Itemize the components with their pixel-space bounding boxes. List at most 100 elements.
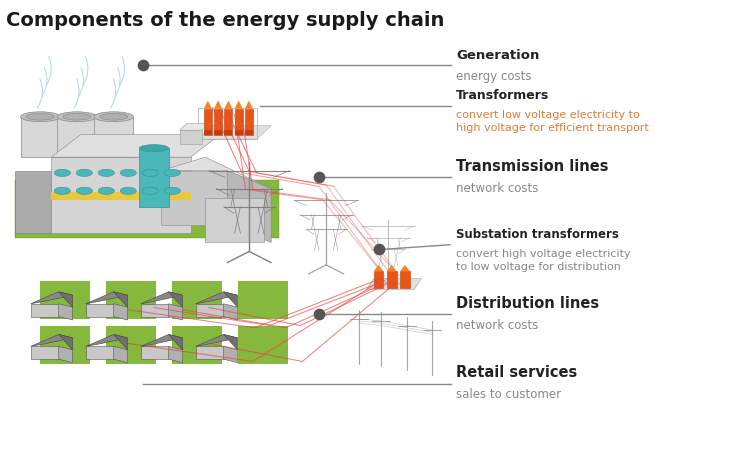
- Polygon shape: [86, 292, 128, 304]
- Bar: [94, 117, 133, 157]
- Polygon shape: [204, 101, 212, 109]
- Bar: [40, 281, 90, 319]
- Polygon shape: [227, 171, 271, 242]
- Polygon shape: [224, 292, 237, 307]
- Text: Substation transformers: Substation transformers: [456, 228, 619, 241]
- Ellipse shape: [76, 169, 92, 176]
- Bar: [214, 130, 222, 135]
- Ellipse shape: [94, 112, 133, 122]
- Point: [137, 62, 149, 69]
- Polygon shape: [224, 335, 237, 350]
- Ellipse shape: [164, 169, 180, 176]
- Bar: [245, 109, 253, 135]
- Text: Transformers: Transformers: [456, 89, 549, 102]
- Ellipse shape: [54, 169, 70, 176]
- Bar: [172, 281, 222, 319]
- Polygon shape: [224, 101, 232, 109]
- Bar: [235, 130, 243, 135]
- Polygon shape: [161, 157, 271, 189]
- Polygon shape: [31, 347, 59, 359]
- Polygon shape: [86, 304, 114, 317]
- Ellipse shape: [100, 113, 128, 120]
- Polygon shape: [141, 347, 169, 359]
- Polygon shape: [196, 304, 224, 317]
- Polygon shape: [51, 135, 220, 157]
- Text: Generation: Generation: [456, 48, 539, 62]
- Bar: [204, 109, 212, 135]
- Polygon shape: [114, 347, 128, 363]
- Polygon shape: [161, 171, 227, 224]
- Polygon shape: [205, 198, 264, 242]
- Polygon shape: [235, 101, 243, 109]
- Polygon shape: [374, 265, 383, 271]
- Polygon shape: [169, 347, 183, 363]
- Polygon shape: [141, 292, 183, 304]
- Point: [313, 174, 325, 181]
- Polygon shape: [59, 304, 73, 320]
- Polygon shape: [31, 292, 73, 304]
- Polygon shape: [86, 347, 114, 359]
- Polygon shape: [366, 278, 421, 290]
- Ellipse shape: [120, 187, 136, 194]
- Bar: [224, 130, 232, 135]
- Polygon shape: [59, 335, 73, 350]
- Point: [373, 246, 385, 253]
- Bar: [40, 326, 90, 364]
- Bar: [106, 326, 156, 364]
- Polygon shape: [169, 292, 183, 307]
- Polygon shape: [31, 335, 73, 347]
- Ellipse shape: [139, 145, 169, 152]
- Text: network costs: network costs: [456, 182, 538, 195]
- Polygon shape: [224, 347, 237, 363]
- Polygon shape: [196, 347, 224, 359]
- Bar: [238, 326, 288, 364]
- Text: Components of the energy supply chain: Components of the energy supply chain: [6, 11, 444, 30]
- Polygon shape: [141, 304, 169, 317]
- Text: Transmission lines: Transmission lines: [456, 159, 608, 174]
- Polygon shape: [196, 292, 237, 304]
- Polygon shape: [198, 126, 271, 139]
- Polygon shape: [141, 335, 183, 347]
- Polygon shape: [86, 335, 128, 347]
- Bar: [245, 130, 253, 135]
- Polygon shape: [180, 130, 202, 144]
- Text: network costs: network costs: [456, 319, 538, 332]
- Ellipse shape: [120, 169, 136, 176]
- Polygon shape: [387, 265, 397, 271]
- Bar: [400, 271, 410, 288]
- Bar: [214, 109, 222, 135]
- Ellipse shape: [142, 169, 158, 176]
- Text: energy costs: energy costs: [456, 70, 531, 83]
- Bar: [51, 192, 191, 200]
- Ellipse shape: [76, 187, 92, 194]
- Polygon shape: [114, 292, 128, 307]
- Text: convert high voltage electricity
to low voltage for distribution: convert high voltage electricity to low …: [456, 249, 630, 272]
- Polygon shape: [15, 171, 51, 233]
- Bar: [238, 281, 288, 319]
- Polygon shape: [114, 335, 128, 350]
- Polygon shape: [169, 304, 183, 320]
- Polygon shape: [180, 123, 209, 130]
- Ellipse shape: [57, 112, 97, 122]
- Point: [313, 311, 325, 318]
- Polygon shape: [59, 347, 73, 363]
- Ellipse shape: [98, 169, 114, 176]
- Text: sales to customer: sales to customer: [456, 388, 561, 401]
- Bar: [204, 130, 212, 135]
- Bar: [387, 271, 397, 288]
- Bar: [224, 109, 232, 135]
- Polygon shape: [169, 335, 183, 350]
- Ellipse shape: [142, 187, 158, 194]
- Polygon shape: [59, 292, 73, 307]
- Text: convert low voltage electricity to
high voltage for efficient transport: convert low voltage electricity to high …: [456, 110, 649, 133]
- Text: Distribution lines: Distribution lines: [456, 296, 599, 311]
- Bar: [235, 109, 243, 135]
- Bar: [21, 117, 60, 157]
- Ellipse shape: [63, 113, 91, 120]
- Ellipse shape: [164, 187, 180, 194]
- Polygon shape: [139, 148, 169, 207]
- Polygon shape: [114, 304, 128, 320]
- Bar: [172, 326, 222, 364]
- Polygon shape: [400, 265, 410, 271]
- Text: Retail services: Retail services: [456, 365, 577, 380]
